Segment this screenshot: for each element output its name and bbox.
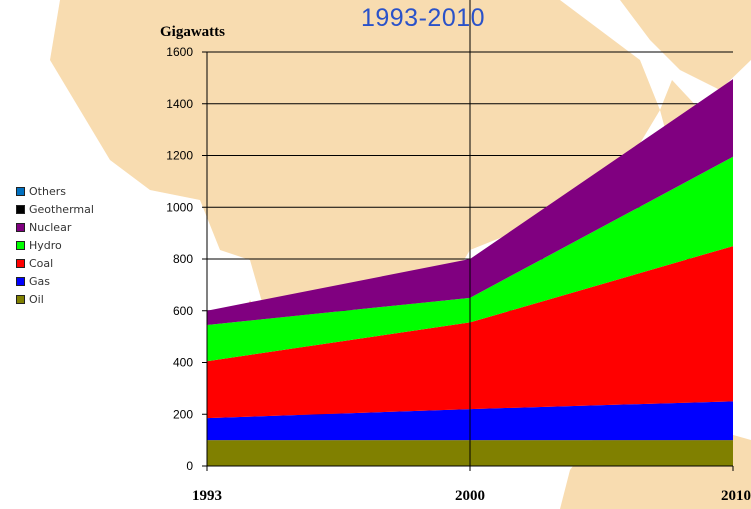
y-tick-label: 200 bbox=[173, 407, 193, 421]
legend-item-coal: Coal bbox=[16, 254, 94, 272]
x-tick-label: 2000 bbox=[455, 488, 485, 504]
legend-item-nuclear: Nuclear bbox=[16, 218, 94, 236]
legend-label: Nuclear bbox=[29, 220, 72, 234]
legend-item-hydro: Hydro bbox=[16, 236, 94, 254]
legend-item-others: Others bbox=[16, 182, 94, 200]
legend-label: Coal bbox=[29, 256, 54, 270]
legend-label: Gas bbox=[29, 274, 50, 288]
y-tick-label: 1200 bbox=[166, 149, 193, 163]
axes bbox=[202, 0, 734, 471]
x-tick-label: 1993 bbox=[192, 488, 222, 504]
legend-item-gas: Gas bbox=[16, 272, 94, 290]
y-tick-label: 400 bbox=[173, 356, 193, 370]
y-axis-label: Gigawatts bbox=[160, 24, 225, 40]
chart-title: 1993-2010 bbox=[360, 4, 486, 32]
y-tick-label: 1600 bbox=[166, 45, 193, 59]
y-tick-labels: 0 200 400 600 800 1000 1200 1400 1600 bbox=[166, 45, 193, 473]
legend-label: Geothermal bbox=[29, 202, 94, 216]
y-tick-label: 1400 bbox=[166, 97, 193, 111]
legend-swatch bbox=[16, 294, 25, 304]
legend-item-geothermal: Geothermal bbox=[16, 200, 94, 218]
legend-swatch bbox=[16, 240, 25, 250]
legend-swatch bbox=[16, 222, 25, 232]
legend-item-oil: Oil bbox=[16, 290, 94, 308]
y-tick-label: 1000 bbox=[166, 200, 193, 214]
x-tick-labels: 1993 2000 2010 bbox=[192, 488, 751, 504]
legend: Others Geothermal Nuclear Hydro Coal Gas Oil bbox=[16, 182, 94, 308]
legend-label: Others bbox=[29, 184, 66, 198]
y-tick-label: 800 bbox=[173, 252, 193, 266]
legend-swatch bbox=[16, 186, 25, 196]
y-tick-label: 600 bbox=[173, 304, 193, 318]
legend-swatch bbox=[16, 276, 25, 286]
legend-label: Oil bbox=[29, 292, 44, 306]
legend-label: Hydro bbox=[29, 238, 62, 252]
legend-swatch bbox=[16, 204, 25, 214]
legend-swatch bbox=[16, 258, 25, 268]
x-tick-label: 2010 bbox=[721, 488, 751, 504]
y-tick-label: 0 bbox=[186, 459, 193, 473]
